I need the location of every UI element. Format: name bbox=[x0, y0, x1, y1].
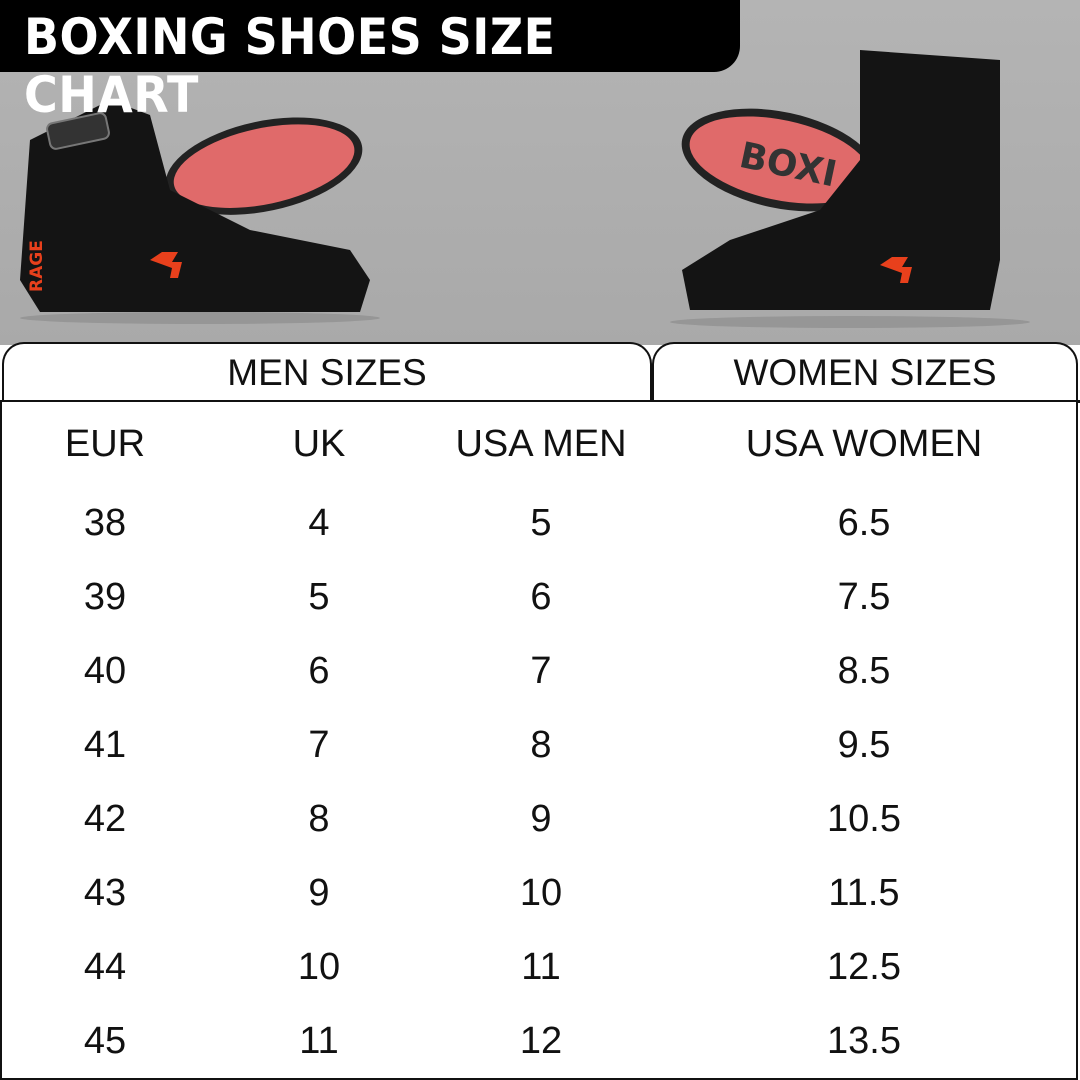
column-header-usa-men: USA MEN bbox=[430, 402, 654, 488]
cell-usa-women: 13.5 bbox=[652, 1004, 1078, 1080]
cell-usa-women: 7.5 bbox=[652, 560, 1078, 636]
header-divider bbox=[0, 400, 1080, 403]
cell-usa-men: 11 bbox=[430, 930, 654, 1006]
cell-usa-men: 8 bbox=[430, 708, 654, 784]
cell-usa-women: 11.5 bbox=[652, 856, 1078, 932]
cell-usa-men: 12 bbox=[430, 1004, 654, 1080]
cell-eur: 45 bbox=[0, 1004, 210, 1080]
cell-usa-women: 6.5 bbox=[652, 486, 1078, 562]
cell-uk: 6 bbox=[208, 634, 432, 710]
cell-usa-men: 6 bbox=[430, 560, 654, 636]
cell-uk: 11 bbox=[208, 1004, 432, 1080]
cell-uk: 9 bbox=[208, 856, 432, 932]
column-header-usa-women: USA WOMEN bbox=[652, 402, 1078, 488]
right-shoe-image: BOXI bbox=[670, 50, 1030, 328]
cell-usa-women: 10.5 bbox=[652, 782, 1078, 858]
cell-eur: 40 bbox=[0, 634, 210, 710]
cell-usa-women: 9.5 bbox=[652, 708, 1078, 784]
page-title: BOXING SHOES SIZE CHART bbox=[24, 8, 556, 124]
column-header-eur: EUR bbox=[0, 402, 210, 488]
cell-eur: 39 bbox=[0, 560, 210, 636]
cell-uk: 4 bbox=[208, 486, 432, 562]
cell-usa-men: 5 bbox=[430, 486, 654, 562]
cell-usa-men: 7 bbox=[430, 634, 654, 710]
cell-uk: 8 bbox=[208, 782, 432, 858]
left-shoe-side-mark: RAGE bbox=[27, 240, 47, 292]
cell-eur: 43 bbox=[0, 856, 210, 932]
cell-usa-women: 12.5 bbox=[652, 930, 1078, 1006]
group-header-men: MEN SIZES bbox=[2, 342, 652, 402]
cell-eur: 38 bbox=[0, 486, 210, 562]
column-header-uk: UK bbox=[208, 402, 432, 488]
cell-uk: 7 bbox=[208, 708, 432, 784]
cell-usa-men: 10 bbox=[430, 856, 654, 932]
group-header-women: WOMEN SIZES bbox=[652, 342, 1078, 402]
cell-uk: 10 bbox=[208, 930, 432, 1006]
cell-usa-women: 8.5 bbox=[652, 634, 1078, 710]
cell-eur: 41 bbox=[0, 708, 210, 784]
cell-eur: 44 bbox=[0, 930, 210, 1006]
cell-uk: 5 bbox=[208, 560, 432, 636]
cell-eur: 42 bbox=[0, 782, 210, 858]
left-shoe-image: RAGE bbox=[20, 100, 380, 324]
title-bar: BOXING SHOES SIZE CHART bbox=[0, 0, 740, 124]
size-chart-table: MEN SIZES WOMEN SIZES EUR UK USA MEN USA WO… bbox=[0, 340, 1080, 1080]
cell-usa-men: 9 bbox=[430, 782, 654, 858]
